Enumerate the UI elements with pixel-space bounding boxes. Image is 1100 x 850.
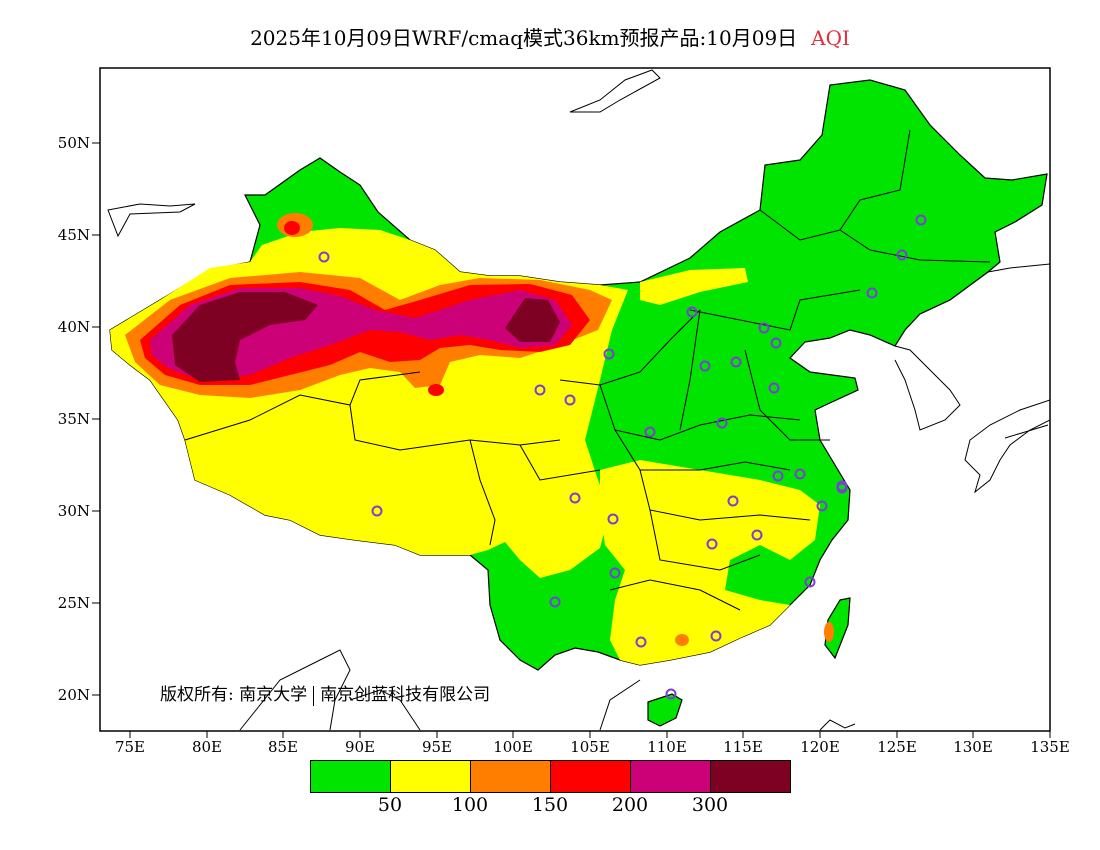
aqi-zone-hazardous-east (505, 298, 560, 342)
station-marker (836, 480, 848, 492)
station-marker (710, 630, 722, 642)
legend-threshold: 200 (611, 794, 649, 816)
aqi-zone-hazardous-west (172, 292, 318, 382)
station-marker (607, 513, 619, 525)
legend-swatch (391, 761, 471, 792)
lon-label: 125E (877, 738, 917, 756)
lon-ticks (129, 731, 1051, 738)
aqi-spot-north-red (284, 221, 300, 235)
lon-label: 135E (1030, 738, 1070, 756)
lon-label: 130E (953, 738, 993, 756)
station-marker (569, 492, 581, 504)
aqi-zone-moderate-north (640, 268, 748, 305)
station-marker (549, 596, 561, 608)
title-variable: AQI (811, 26, 850, 50)
lat-label: 40N (57, 318, 90, 336)
neighbor-coastlines (107, 69, 1050, 731)
separator (313, 685, 315, 706)
legend-threshold: 300 (691, 794, 729, 816)
station-marker (804, 576, 816, 588)
station-marker (730, 356, 742, 368)
map-title: 2025年10月09日WRF/cmaq模式36km预报产品:10月09日 AQI (0, 22, 1100, 51)
station-marker (635, 636, 647, 648)
legend-swatch (631, 761, 711, 792)
station-marker (751, 529, 763, 541)
station-marker (706, 538, 718, 550)
copyright-owner-2: 南京创蓝科技有限公司 (320, 685, 491, 705)
aqi-spot-guangxi (675, 634, 689, 646)
station-marker (534, 384, 546, 396)
station-marker (896, 249, 908, 261)
legend-threshold: 150 (531, 794, 569, 816)
station-marker (609, 567, 621, 579)
station-marker (716, 417, 728, 429)
legend-swatch (551, 761, 631, 792)
station-marker (772, 470, 784, 482)
lon-label: 100E (493, 738, 533, 756)
station-marker (866, 287, 878, 299)
map-frame (99, 67, 1051, 732)
lat-label: 25N (57, 594, 90, 612)
taiwan-spot (824, 622, 834, 642)
station-marker (816, 500, 828, 512)
lon-label: 110E (647, 738, 687, 756)
copyright-owner-1: 南京大学 (239, 685, 308, 705)
title-main: 2025年10月09日WRF/cmaq模式36km预报产品:10月09日 (250, 26, 798, 50)
station-marker (770, 337, 782, 349)
station-marker (768, 382, 780, 394)
lat-label: 20N (57, 686, 90, 704)
lat-label: 50N (57, 134, 90, 152)
lon-label: 95E (421, 738, 453, 756)
copyright-notice: 版权所有: 南京大学 南京创蓝科技有限公司 (160, 680, 490, 706)
station-markers (318, 214, 927, 700)
province-borders (184, 129, 991, 611)
station-marker (686, 306, 698, 318)
lon-label: 105E (570, 738, 610, 756)
lon-label: 90E (344, 738, 376, 756)
station-marker (727, 495, 739, 507)
lon-label: 75E (114, 738, 146, 756)
station-marker (564, 394, 576, 406)
station-marker (644, 426, 656, 438)
color-legend (310, 760, 791, 793)
station-marker (794, 468, 806, 480)
legend-swatch (311, 761, 391, 792)
lat-label: 45N (57, 226, 90, 244)
taiwan (824, 597, 851, 660)
lat-label: 35N (57, 410, 90, 428)
station-marker (699, 360, 711, 372)
station-marker (318, 251, 330, 263)
hainan (647, 693, 683, 727)
legend-threshold: 100 (451, 794, 489, 816)
station-marker (915, 214, 927, 226)
legend-threshold: 50 (377, 794, 403, 816)
lon-label: 80E (191, 738, 223, 756)
legend-swatch (711, 761, 790, 792)
lon-label: 85E (267, 738, 299, 756)
lon-label: 115E (723, 738, 763, 756)
station-marker (371, 505, 383, 517)
lat-label: 30N (57, 502, 90, 520)
lon-label: 120E (800, 738, 840, 756)
legend-swatch (471, 761, 551, 792)
station-marker (665, 688, 677, 700)
station-marker (758, 322, 770, 334)
lat-ticks (92, 142, 100, 696)
aqi-spot-qaidam (428, 384, 444, 396)
copyright-label: 版权所有: (160, 685, 234, 705)
station-marker (603, 348, 615, 360)
